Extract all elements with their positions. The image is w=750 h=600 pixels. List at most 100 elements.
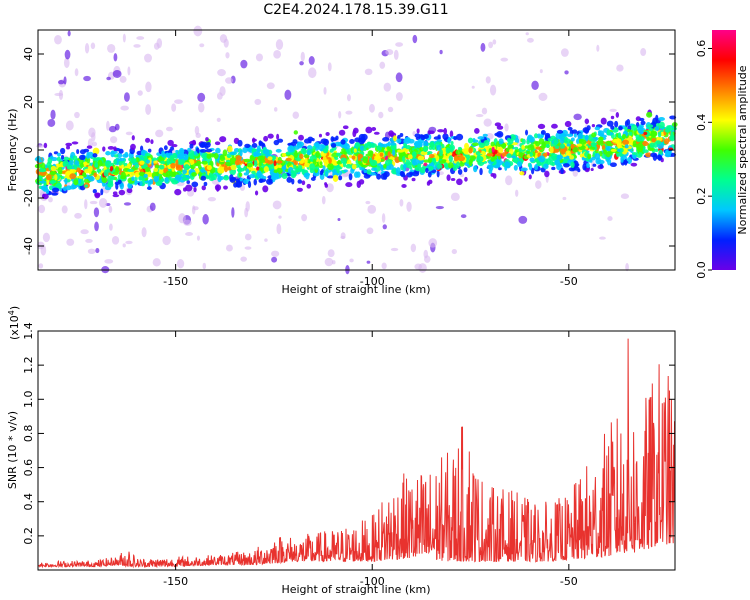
spectrogram-dot (492, 173, 497, 179)
spectrogram-dot (195, 162, 200, 167)
spectrogram-dot (539, 69, 543, 74)
spectrogram-dot (417, 155, 425, 161)
spectrogram-dot (392, 135, 397, 142)
spectrogram-dot (656, 136, 663, 142)
spectrogram-dot (263, 135, 269, 142)
spectrogram-dot (443, 127, 448, 135)
spectrogram-dot (66, 164, 73, 170)
spectrogram-dot (158, 169, 164, 175)
spectrogram-dot (254, 190, 259, 196)
spectrogram-dot (50, 180, 57, 184)
spectrogram-dot (231, 207, 235, 218)
spectrogram-dot (587, 153, 592, 160)
spectrogram-dot (215, 147, 221, 154)
spectrogram-dot (223, 38, 229, 48)
spectrogram-dot (263, 166, 269, 173)
spectrogram-dot (45, 174, 52, 181)
spectrogram-dot (354, 137, 362, 143)
spectrogram-dot (542, 152, 548, 157)
spectrogram-dot (599, 163, 604, 169)
spectrogram-dot (48, 197, 53, 203)
spectrogram-dot (563, 138, 571, 144)
spectrogram-dot (321, 195, 326, 205)
spectrogram-dot (178, 213, 186, 224)
spectrogram-dot (94, 161, 99, 168)
spectrogram-dot (560, 147, 566, 155)
spectrogram-dot (118, 189, 126, 196)
snr-frame (37, 330, 676, 571)
spectrogram-dot (106, 120, 110, 131)
spectrogram-dot (645, 152, 652, 158)
spectrogram-dot (447, 136, 451, 144)
spectrogram-dot (488, 147, 493, 155)
spectrogram-dot (590, 142, 598, 146)
spectrogram-dot (284, 89, 292, 101)
spectrogram-dot (369, 143, 377, 148)
spectrogram-dot (455, 149, 462, 155)
spectrogram-dot (112, 70, 122, 78)
spectrogram-dot (438, 171, 444, 176)
spectrogram-dot (139, 160, 145, 165)
spectrogram-dot (596, 44, 600, 52)
spectrogram-dot (570, 161, 575, 168)
spectrogram-dot (212, 173, 217, 181)
spectrogram-dot (463, 149, 469, 155)
spectrogram-dot (655, 140, 662, 145)
spectrogram-dot (223, 175, 230, 181)
spectrogram-dot (170, 162, 176, 169)
spectrogram-dot (631, 151, 638, 156)
spectrogram-dot (217, 174, 222, 183)
spectrogram-dot (487, 164, 492, 170)
spectrogram-dot (381, 213, 386, 223)
spectrogram-dot (253, 159, 258, 167)
spectrogram-dot (175, 159, 179, 167)
spectrogram-dot (94, 221, 99, 232)
spectrogram-dot (465, 154, 471, 160)
spectrogram-dot (540, 129, 546, 135)
spectrogram-dot (259, 155, 266, 161)
spectrogram-dot (198, 102, 205, 113)
spectrogram-dot (51, 192, 59, 196)
spectrogram-dot (303, 138, 311, 144)
spectrogram-dot (158, 164, 165, 170)
spectrogram-dot (196, 235, 200, 241)
spectrogram-dot (428, 166, 434, 171)
spectrogram-dot (189, 143, 194, 149)
spectrogram-dot (366, 227, 374, 235)
spectrogram-dot (108, 205, 113, 214)
spectrogram-dot (57, 80, 65, 85)
spectrogram-dot (96, 168, 102, 173)
colorbar-axes: 0.0 0.2 0.4 0.6 (695, 40, 712, 279)
spectrogram-dot (223, 185, 228, 190)
spectrogram-dot (164, 177, 169, 183)
spectrogram-dot (222, 149, 228, 157)
spectrogram-dot (223, 165, 228, 173)
spectrogram-dot (178, 155, 183, 160)
spectrogram-dot (453, 155, 459, 162)
spectrogram-dot (467, 137, 474, 144)
spectrogram-dot (116, 152, 123, 159)
spectrogram-dot (66, 145, 71, 150)
spectrogram-dot (55, 183, 60, 189)
spectrogram-dot (585, 134, 589, 142)
spectrogram-dot (77, 169, 82, 174)
spectrogram-dot (119, 75, 127, 83)
spectrogram-dot (584, 127, 590, 134)
spectrogram-dot (247, 180, 252, 189)
spectrogram-dot (445, 147, 451, 154)
spectrogram-dot (451, 248, 457, 255)
spectrogram-dot (191, 181, 199, 188)
spectrogram-dot (636, 143, 644, 151)
spectrogram-dot (225, 52, 230, 59)
spectrogram-dot (258, 141, 264, 145)
spectrogram-dot (275, 39, 284, 50)
spectrogram-dot (439, 149, 443, 157)
spectrogram-dot (147, 179, 152, 185)
spectrogram-dot (308, 67, 317, 79)
spectrogram-dot (47, 118, 56, 127)
spectrogram-dot (63, 156, 70, 161)
spectrogram-dot (397, 149, 405, 153)
spectrogram-dot (567, 126, 573, 131)
spectrogram-dot (540, 144, 546, 149)
spectrogram-dot (145, 137, 151, 143)
